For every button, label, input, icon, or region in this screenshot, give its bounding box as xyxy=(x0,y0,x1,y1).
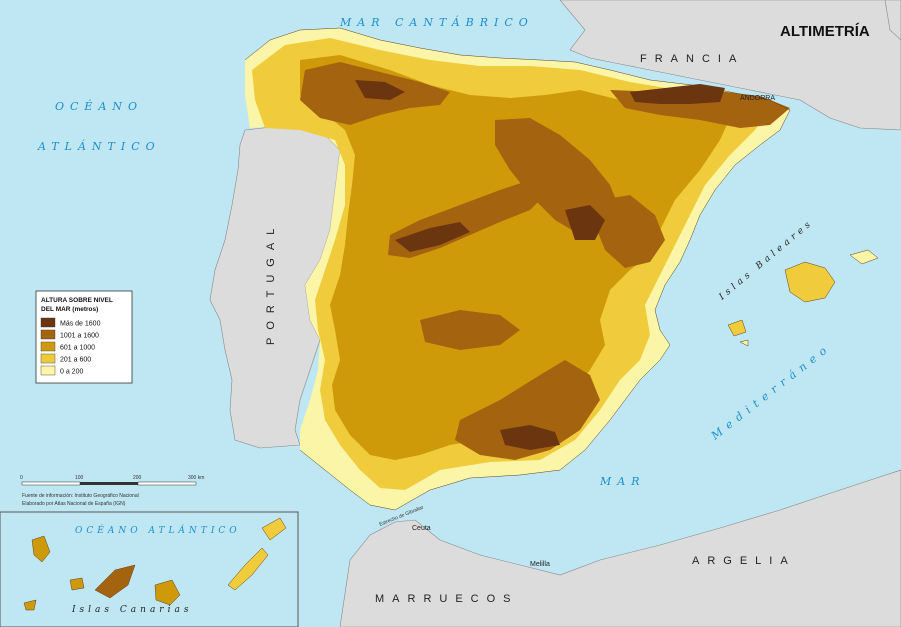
scale-tick-300: 300 km xyxy=(188,475,204,481)
la-gomera-island xyxy=(70,578,84,590)
scale-tick-200: 200 xyxy=(133,475,142,481)
scale-tick-100: 100 xyxy=(75,475,84,481)
map-title: ALTIMETRÍA xyxy=(780,23,870,40)
legend-swatch xyxy=(41,354,55,363)
legend-label: 601 a 1000 xyxy=(60,345,95,352)
sea-label-oceano: OCÉANO xyxy=(55,99,143,113)
place-label-ceuta: Ceuta xyxy=(412,525,431,532)
sea-label-inset-ocean: OCÉANO ATLÁNTICO xyxy=(75,524,241,536)
sea-label-cantabrico: MAR CANTÁBRICO xyxy=(339,15,534,29)
legend-swatch xyxy=(41,366,55,375)
legend-label: 0 a 200 xyxy=(60,369,83,376)
legend-label: 1001 a 1600 xyxy=(60,333,99,340)
place-label-andorra: ANDORRA xyxy=(740,95,775,102)
sea-label-mar: MAR xyxy=(599,475,646,488)
legend-swatch xyxy=(41,318,55,327)
country-label-marruecos: MARRUECOS xyxy=(375,593,519,605)
country-label-portugal: PORTUGAL xyxy=(265,221,277,345)
scale-tick-0: 0 xyxy=(20,475,23,481)
sea-label-atlantico: ATLÁNTICO xyxy=(37,139,161,153)
legend-label: Más de 1600 xyxy=(60,321,101,328)
place-label-melilla: Melilla xyxy=(530,561,550,568)
country-label-argelia: ARGELIA xyxy=(692,555,796,567)
place-label-canarias: Islas Canarias xyxy=(71,605,192,615)
legend-label: 201 a 600 xyxy=(60,357,91,364)
legend-swatch xyxy=(41,330,55,339)
legend-title-line1: ALTURA SOBRE NIVEL xyxy=(41,297,113,304)
legend-title-line2: DEL MAR (metros) xyxy=(41,306,98,313)
country-label-francia: FRANCIA xyxy=(640,53,744,65)
source-line-2: Elaborado por Atlas Nacional de España (… xyxy=(22,501,126,507)
legend: ALTURA SOBRE NIVEL DEL MAR (metros) Más … xyxy=(36,291,132,383)
source-line-1: Fuente de información: Instituto Geográf… xyxy=(22,493,139,499)
legend-swatch xyxy=(41,342,55,351)
